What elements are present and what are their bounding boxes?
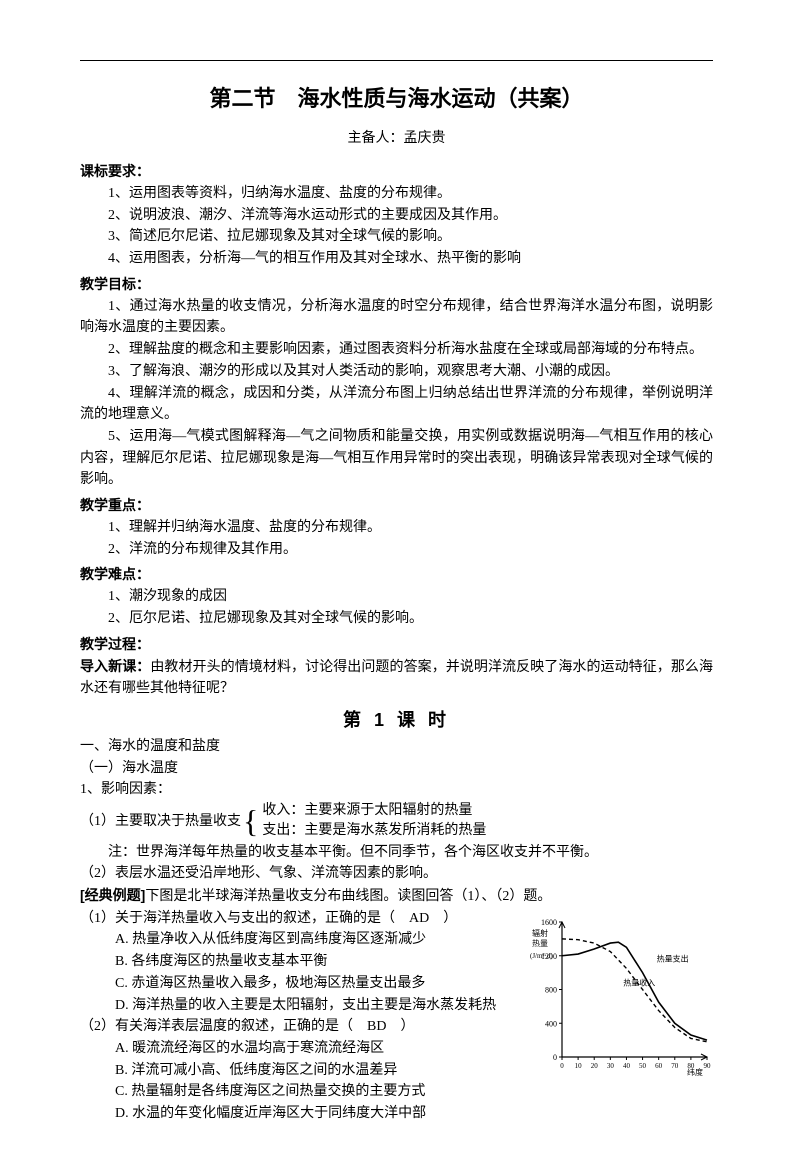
- example-stem: 下图是北半球海洋热量收支分布曲线图。读图回答（1）、（2）题。: [145, 889, 551, 904]
- svg-text:0: 0: [553, 1053, 557, 1062]
- q1-b: B. 各纬度海区的热量收支基本平衡: [80, 951, 522, 973]
- svg-text:纬度: 纬度: [687, 1067, 703, 1077]
- q1-c: C. 赤道海区热量收入最多，极地海区热量支出最多: [80, 973, 522, 995]
- factor-lead: （1）主要取决于热量收支: [80, 811, 241, 832]
- svg-text:90: 90: [704, 1062, 712, 1070]
- svg-text:40: 40: [623, 1062, 631, 1070]
- note-line: 注：世界海洋每年热量的收支基本平衡。但不同季节，各个海区收支并不平衡。: [80, 842, 713, 864]
- page-root: 第二节 海水性质与海水运动（共案） 主备人：孟庆贵 课标要求： 1、运用图表等资…: [0, 0, 793, 1165]
- mb-3: 3、了解海浪、潮汐的形成以及其对人类活动的影响，观察思考大潮、小潮的成因。: [80, 361, 713, 383]
- factor-out: 支出：主要是海水蒸发所消耗的热量: [262, 821, 486, 841]
- svg-text:20: 20: [591, 1062, 599, 1070]
- intro-line: 导入新课：由教材开头的情境材料，讨论得出问题的答案，并说明洋流反映了海水的运动特…: [80, 656, 713, 700]
- svg-text:800: 800: [545, 985, 557, 994]
- q1: （1）关于海洋热量收入与支出的叙述，正确的是（ AD ）: [80, 908, 522, 930]
- intro-bold: 导入新课：: [80, 658, 150, 674]
- mb-1: 1、通过海水热量的收支情况，分析海水温度的时空分布规律，结合世界海洋水温分布图，…: [80, 296, 713, 339]
- zd-2: 2、洋流的分布规律及其作用。: [80, 539, 713, 561]
- svg-text:70: 70: [671, 1062, 679, 1070]
- factor-2: （2）表层水温还受沿岸地形、气象、洋流等因素的影响。: [80, 863, 713, 885]
- doc-title: 第二节 海水性质与海水运动（共案）: [80, 81, 713, 113]
- left-brace-icon: {: [243, 805, 258, 837]
- heat-budget-chart: 1600120080040000102030405060708090纬度辐射热量…: [528, 912, 713, 1077]
- svg-text:0: 0: [560, 1062, 564, 1070]
- factor-brace-row: （1）主要取决于热量收支 { 收入：主要来源于太阳辐射的热量 支出：主要是海水蒸…: [80, 801, 713, 842]
- heading-guocheng: 教学过程：: [80, 634, 713, 654]
- mb-4: 4、理解洋流的概念，成因和分类，从洋流分布图上归纳总结出世界洋流的分布规律，举例…: [80, 383, 713, 426]
- q1-a: A. 热量净收入从低纬度海区到高纬度海区逐渐减少: [80, 929, 522, 951]
- intro-text: 由教材开头的情境材料，讨论得出问题的答案，并说明洋流反映了海水的运动特征，那么海…: [80, 660, 713, 697]
- mb-5: 5、运用海—气模式图解释海—气之间物质和能量交换，用实例或数据说明海—气相互作用…: [80, 426, 713, 491]
- zd-1: 1、理解并归纳海水温度、盐度的分布规律。: [80, 517, 713, 539]
- svg-text:热量支出: 热量支出: [657, 953, 689, 963]
- h1-1-1: 1、影响因素：: [80, 779, 713, 801]
- kb-3: 3、简述厄尔尼诺、拉尼娜现象及其对全球气候的影响。: [80, 226, 713, 248]
- kb-2: 2、说明波浪、潮汐、洋流等海水运动形式的主要成因及其作用。: [80, 205, 713, 227]
- kb-4: 4、运用图表，分析海—气的相互作用及其对全球水、热平衡的影响: [80, 248, 713, 270]
- heading-mubiao: 教学目标：: [80, 274, 713, 294]
- mb-2: 2、理解盐度的概念和主要影响因素，通过图表资料分析海水盐度在全球或局部海域的分布…: [80, 339, 713, 361]
- svg-text:热量: 热量: [532, 938, 548, 948]
- svg-text:辐射: 辐射: [532, 928, 548, 938]
- heading-kebiao: 课标要求：: [80, 161, 713, 181]
- svg-text:30: 30: [607, 1062, 615, 1070]
- q2-b: B. 洋流可减小高、低纬度海区之间的水温差异: [80, 1060, 522, 1082]
- example-text-col: （1）关于海洋热量收入与支出的叙述，正确的是（ AD ） A. 热量净收入从低纬…: [80, 908, 522, 1125]
- svg-text:10: 10: [575, 1062, 583, 1070]
- kb-1: 1、运用图表等资料，归纳海水温度、盐度的分布规律。: [80, 183, 713, 205]
- heading-zhongdian: 教学重点：: [80, 495, 713, 515]
- heading-nandian: 教学难点：: [80, 564, 713, 584]
- svg-text:热量收入: 热量收入: [623, 977, 655, 987]
- nd-1: 1、潮汐现象的成因: [80, 586, 713, 608]
- q2-d: D. 水温的年变化幅度近岸海区大于同纬度大洋中部: [80, 1103, 522, 1125]
- factor-in: 收入：主要来源于太阳辐射的热量: [262, 801, 486, 821]
- top-rule: [80, 60, 713, 61]
- h1: 一、海水的温度和盐度: [80, 736, 713, 758]
- example-stem-row: [经典例题]下图是北半球海洋热量收支分布曲线图。读图回答（1）、（2）题。: [80, 885, 713, 908]
- svg-text:60: 60: [655, 1062, 663, 1070]
- svg-text:1600: 1600: [541, 918, 557, 927]
- example-label: [经典例题]: [80, 887, 145, 903]
- chart-svg: 1600120080040000102030405060708090纬度辐射热量…: [528, 912, 713, 1077]
- example-row: （1）关于海洋热量收入与支出的叙述，正确的是（ AD ） A. 热量净收入从低纬…: [80, 908, 713, 1125]
- svg-text:50: 50: [639, 1062, 647, 1070]
- nd-2: 2、厄尔尼诺、拉尼娜现象及其对全球气候的影响。: [80, 608, 713, 630]
- q2-c: C. 热量辐射是各纬度海区之间热量交换的主要方式: [80, 1081, 522, 1103]
- svg-text:(J/m²·d): (J/m²·d): [530, 952, 553, 960]
- q1-d: D. 海洋热量的收入主要是太阳辐射，支出主要是海水蒸发耗热: [80, 995, 522, 1017]
- lesson-1-title: 第 1 课 时: [80, 706, 713, 732]
- q2: （2）有关海洋表层温度的叙述，正确的是（ BD ）: [80, 1016, 522, 1038]
- q2-a: A. 暖流流经海区的水温均高于寒流流经海区: [80, 1038, 522, 1060]
- brace-lines: 收入：主要来源于太阳辐射的热量 支出：主要是海水蒸发所消耗的热量: [262, 801, 486, 842]
- svg-text:400: 400: [545, 1019, 557, 1028]
- h1-1: （一）海水温度: [80, 758, 713, 780]
- author-line: 主备人：孟庆贵: [80, 127, 713, 147]
